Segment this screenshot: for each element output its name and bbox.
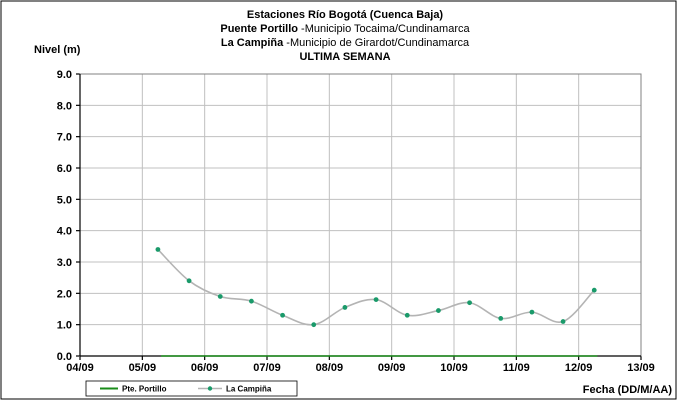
x-tick-label: 13/09 bbox=[627, 362, 655, 374]
legend: Pte. Portillo La Campiña bbox=[85, 380, 298, 397]
chart-title-line-4: ULTIMA SEMANA bbox=[299, 51, 390, 63]
y-tick-label: 0.0 bbox=[57, 351, 72, 363]
data-point-la-campi-a bbox=[560, 319, 566, 324]
y-tick-label: 8.0 bbox=[57, 100, 72, 112]
x-axis-label: Fecha (DD/M/AA) bbox=[583, 384, 673, 396]
x-tick-label: 04/09 bbox=[66, 362, 94, 374]
data-point-la-campi-a bbox=[529, 309, 535, 315]
chart-title-line-1: Estaciones Río Bogotá (Cuenca Baja) bbox=[247, 9, 444, 21]
x-tick-label: 12/09 bbox=[565, 362, 593, 374]
x-tick-label: 06/09 bbox=[191, 362, 219, 374]
data-point-la-campi-a bbox=[591, 287, 597, 293]
x-tick-label: 11/09 bbox=[503, 362, 530, 374]
data-point-la-campi-a bbox=[249, 298, 254, 304]
x-tick-label: 07/09 bbox=[253, 362, 281, 374]
legend-box bbox=[85, 380, 298, 397]
y-tick-label: 3.0 bbox=[57, 257, 72, 269]
data-point-la-campi-a bbox=[373, 297, 379, 302]
y-tick-labels: 0.0 1.0 2.0 3.0 4.0 5.0 6.0 7.0 8.0 9.0 bbox=[57, 69, 72, 363]
chart-title-line-3: La Campiña -Municipio de Girardot/Cundin… bbox=[221, 37, 470, 49]
data-point-la-campi-a bbox=[436, 308, 441, 313]
y-tick-label: 7.0 bbox=[57, 132, 72, 144]
y-tick-label: 4.0 bbox=[57, 226, 72, 238]
y-tick-label: 9.0 bbox=[57, 69, 72, 81]
data-point-la-campi-a bbox=[186, 278, 192, 284]
data-point-la-campi-a bbox=[217, 294, 223, 299]
legend-marker-la-campina bbox=[207, 386, 213, 391]
x-tick-label: 08/09 bbox=[316, 362, 344, 374]
data-point-la-campi-a bbox=[155, 247, 161, 252]
data-point-la-campi-a bbox=[404, 312, 410, 318]
plot-series bbox=[155, 247, 598, 357]
legend-label-la-campina: La Campiña bbox=[226, 385, 272, 394]
x-tick-label: 05/09 bbox=[129, 362, 157, 374]
x-tick-label: 10/09 bbox=[440, 362, 468, 374]
chart-title-line-2: Puente Portillo -Municipio Tocaima/Cundi… bbox=[220, 23, 470, 35]
y-tick-label: 1.0 bbox=[57, 320, 72, 332]
legend-label-pte-portillo: Pte. Portillo bbox=[122, 385, 167, 394]
data-point-la-campi-a bbox=[498, 316, 504, 321]
y-axis-label: Nivel (m) bbox=[34, 44, 81, 56]
y-tick-label: 2.0 bbox=[57, 288, 72, 300]
y-tick-label: 6.0 bbox=[57, 163, 72, 175]
y-tick-label: 5.0 bbox=[57, 194, 72, 206]
x-tick-labels: 04/09 05/09 06/09 07/09 08/09 09/09 10/09 11/09… bbox=[66, 362, 655, 374]
data-point-la-campi-a bbox=[342, 305, 348, 310]
data-point-la-campi-a bbox=[467, 300, 472, 306]
data-point-la-campi-a bbox=[311, 322, 317, 328]
x-tick-label: 09/09 bbox=[378, 362, 406, 374]
chart-title: Estaciones Río Bogotá (Cuenca Baja) Puen… bbox=[220, 9, 470, 63]
data-point-la-campi-a bbox=[280, 312, 285, 318]
